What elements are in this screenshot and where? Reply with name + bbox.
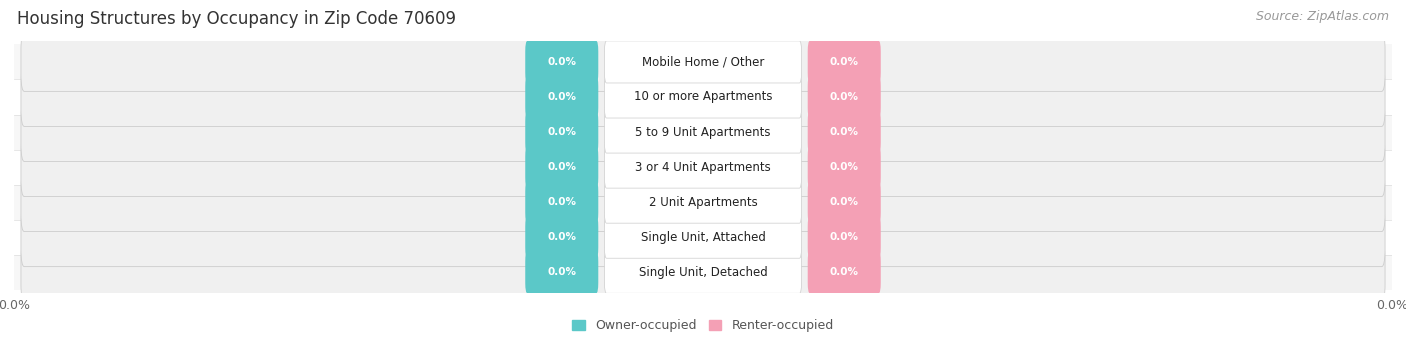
Text: 0.0%: 0.0% [547,232,576,242]
Text: 3 or 4 Unit Apartments: 3 or 4 Unit Apartments [636,161,770,174]
FancyBboxPatch shape [807,216,880,258]
Bar [14,115,1392,150]
Text: Housing Structures by Occupancy in Zip Code 70609: Housing Structures by Occupancy in Zip C… [17,10,456,28]
FancyBboxPatch shape [807,111,880,153]
Text: 0.0%: 0.0% [547,197,576,207]
Text: 0.0%: 0.0% [830,57,859,67]
Text: 0.0%: 0.0% [830,232,859,242]
FancyBboxPatch shape [807,76,880,118]
FancyBboxPatch shape [605,251,801,293]
FancyBboxPatch shape [526,181,599,223]
Text: 0.0%: 0.0% [547,162,576,172]
FancyBboxPatch shape [21,103,1385,162]
Bar [14,220,1392,255]
FancyBboxPatch shape [526,111,599,153]
FancyBboxPatch shape [21,138,1385,196]
Legend: Owner-occupied, Renter-occupied: Owner-occupied, Renter-occupied [572,320,834,332]
Text: 0.0%: 0.0% [547,92,576,102]
Bar [14,44,1392,79]
FancyBboxPatch shape [21,243,1385,302]
Text: Mobile Home / Other: Mobile Home / Other [641,56,765,69]
Text: 0.0%: 0.0% [830,92,859,102]
FancyBboxPatch shape [605,216,801,258]
FancyBboxPatch shape [605,181,801,223]
Text: 0.0%: 0.0% [830,197,859,207]
Text: 0.0%: 0.0% [547,127,576,137]
Text: 2 Unit Apartments: 2 Unit Apartments [648,196,758,209]
FancyBboxPatch shape [21,32,1385,91]
Text: 0.0%: 0.0% [830,267,859,277]
FancyBboxPatch shape [526,41,599,83]
FancyBboxPatch shape [21,208,1385,267]
FancyBboxPatch shape [21,173,1385,232]
FancyBboxPatch shape [605,41,801,83]
Text: 0.0%: 0.0% [830,162,859,172]
Text: 0.0%: 0.0% [547,57,576,67]
FancyBboxPatch shape [807,181,880,223]
FancyBboxPatch shape [605,111,801,153]
Text: Single Unit, Detached: Single Unit, Detached [638,266,768,279]
FancyBboxPatch shape [807,41,880,83]
Bar [14,255,1392,290]
Text: 0.0%: 0.0% [547,267,576,277]
FancyBboxPatch shape [526,251,599,293]
Text: 0.0%: 0.0% [830,127,859,137]
Text: 10 or more Apartments: 10 or more Apartments [634,90,772,104]
Bar [14,150,1392,184]
FancyBboxPatch shape [605,146,801,188]
FancyBboxPatch shape [605,76,801,118]
Bar [14,184,1392,220]
Text: Source: ZipAtlas.com: Source: ZipAtlas.com [1256,10,1389,23]
FancyBboxPatch shape [807,146,880,188]
FancyBboxPatch shape [526,146,599,188]
FancyBboxPatch shape [807,251,880,293]
FancyBboxPatch shape [526,216,599,258]
FancyBboxPatch shape [21,68,1385,127]
Bar [14,79,1392,115]
Text: 5 to 9 Unit Apartments: 5 to 9 Unit Apartments [636,125,770,138]
FancyBboxPatch shape [526,76,599,118]
Text: Single Unit, Attached: Single Unit, Attached [641,231,765,244]
